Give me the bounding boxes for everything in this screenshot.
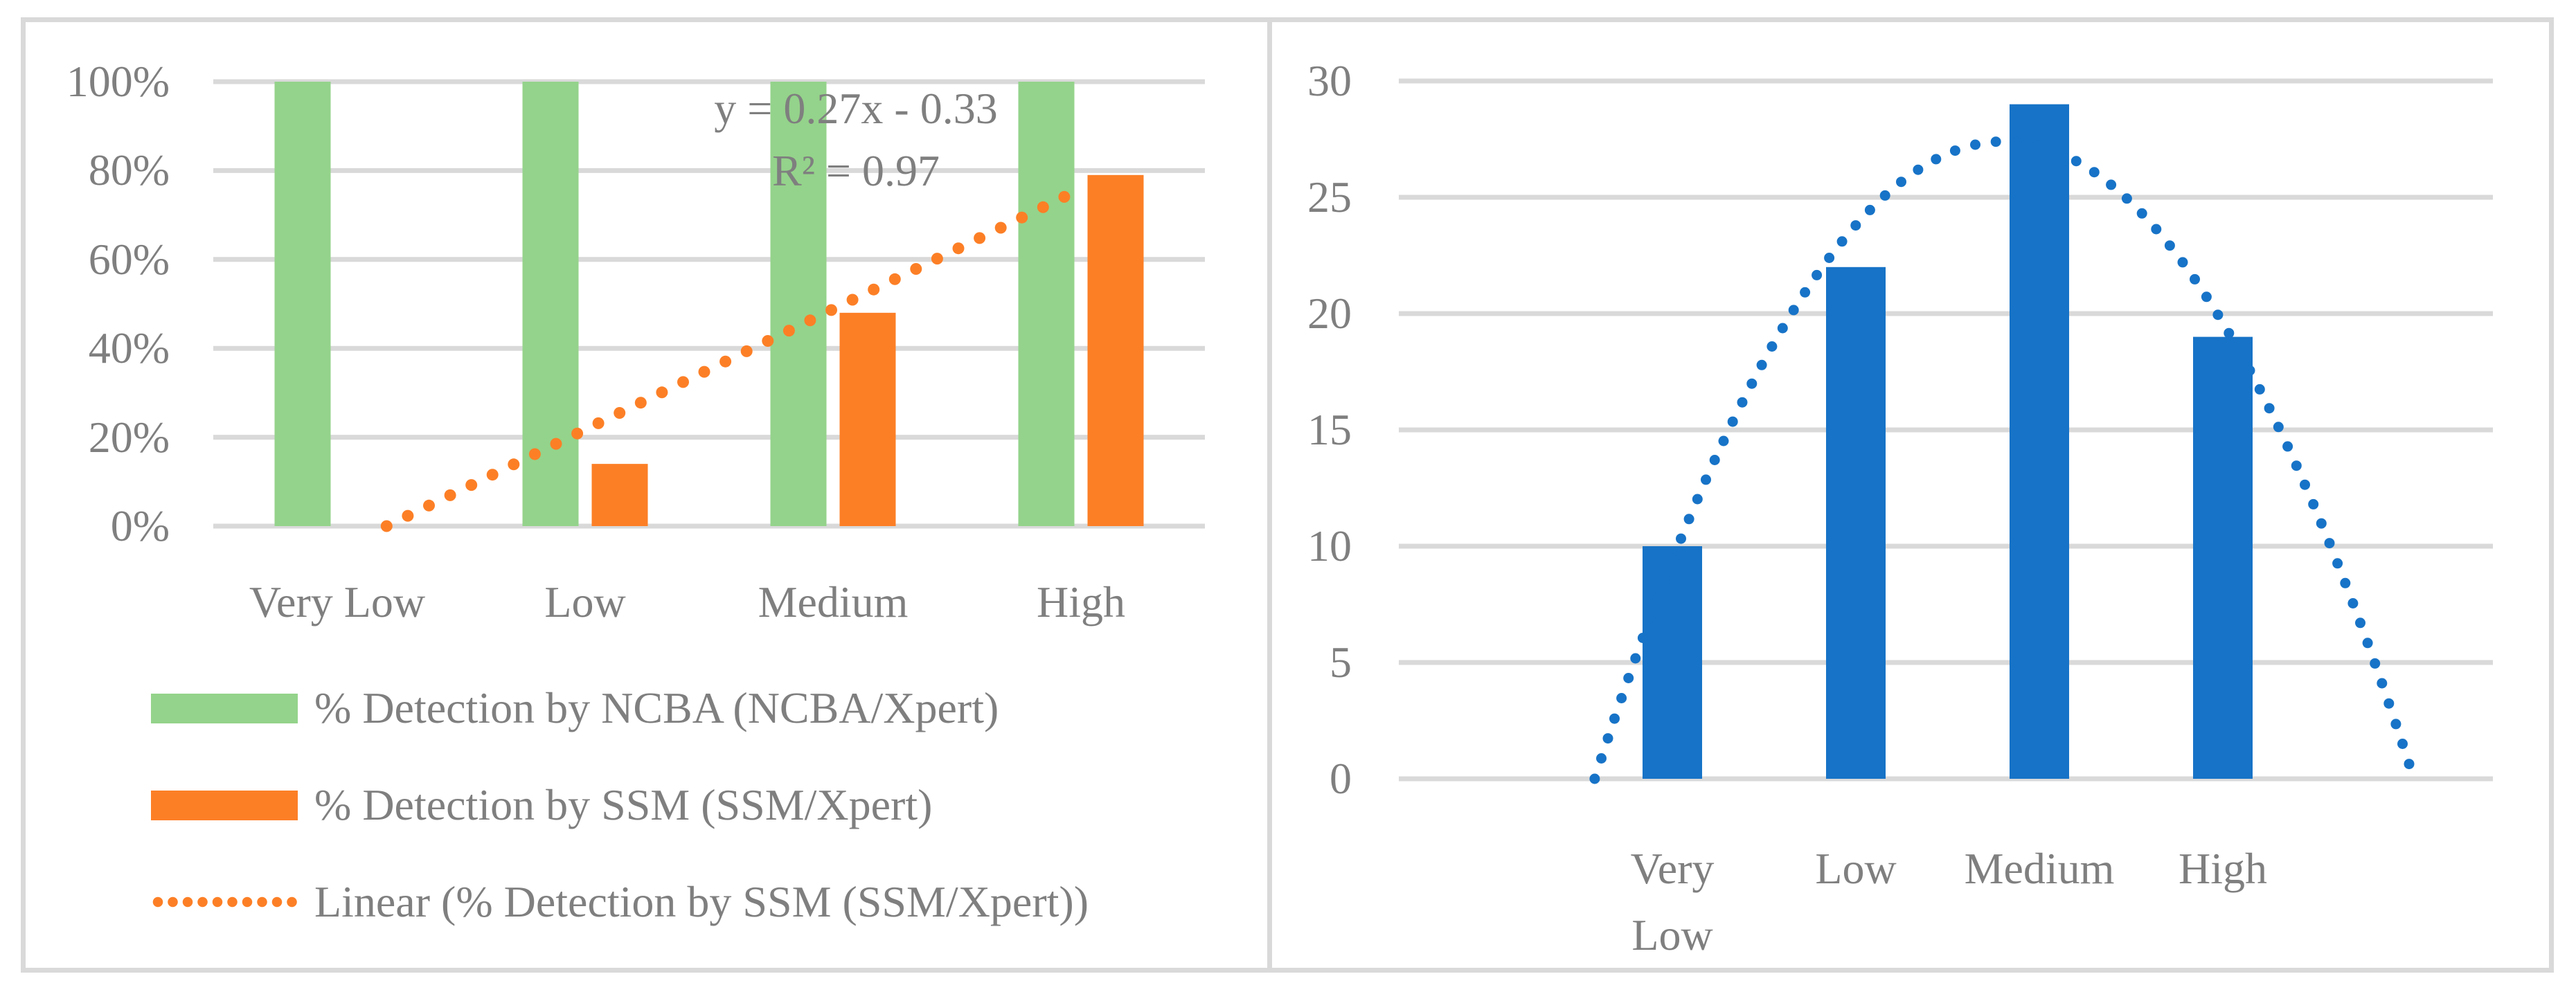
left-xlabel-high: High bbox=[1037, 577, 1125, 626]
right-xlabel-medium: Medium bbox=[1964, 844, 2115, 893]
left-ytick-0: 0% bbox=[110, 501, 170, 550]
legend-label-ncba: % Detection by NCBA (NCBA/Xpert) bbox=[314, 683, 999, 732]
right-xlabel-low: Low bbox=[1815, 844, 1897, 893]
left-xlabel-very-low: Very Low bbox=[249, 577, 426, 626]
legend-item-linear: Linear (% Detection by SSM (SSM/Xpert)) bbox=[151, 877, 1089, 926]
legend-item-ssm: % Detection by SSM (SSM/Xpert) bbox=[151, 780, 932, 829]
right-ytick-5: 5 bbox=[1330, 638, 1352, 687]
right-ytick-25: 25 bbox=[1307, 172, 1352, 222]
right-ytick-10: 10 bbox=[1307, 521, 1352, 570]
figure-border bbox=[21, 17, 2554, 973]
right-ytick-15: 15 bbox=[1307, 405, 1352, 454]
legend-label-linear: Linear (% Detection by SSM (SSM/Xpert)) bbox=[314, 877, 1089, 926]
left-ytick-40: 40% bbox=[88, 323, 170, 372]
left-xlabel-low: Low bbox=[544, 577, 626, 626]
legend-item-ncba: % Detection by NCBA (NCBA/Xpert) bbox=[151, 683, 999, 732]
left-ytick-100: 100% bbox=[66, 57, 170, 106]
legend-swatch-ncba bbox=[151, 693, 298, 723]
left-ytick-80: 80% bbox=[88, 145, 170, 195]
left-ytick-60: 60% bbox=[88, 235, 170, 284]
legend-label-ssm: % Detection by SSM (SSM/Xpert) bbox=[314, 780, 933, 829]
right-ytick-20: 20 bbox=[1307, 289, 1352, 338]
trendline-equation: y = 0.27x - 0.33 R² = 0.97 bbox=[648, 78, 1064, 202]
right-ytick-0: 0 bbox=[1330, 754, 1352, 803]
left-ytick-20: 20% bbox=[88, 413, 170, 462]
right-xlabel-very-low: Very Low bbox=[1630, 844, 1715, 959]
equation-line: y = 0.27x - 0.33 bbox=[714, 84, 998, 133]
right-ytick-30: 30 bbox=[1307, 56, 1352, 105]
right-xlabel-high: High bbox=[2179, 844, 2267, 893]
legend-marker-linear bbox=[151, 896, 298, 908]
legend-swatch-ssm bbox=[151, 790, 298, 820]
left-xlabel-medium: Medium bbox=[758, 577, 909, 626]
r-squared-line: R² = 0.97 bbox=[772, 146, 940, 195]
panel-divider bbox=[1267, 17, 1272, 973]
